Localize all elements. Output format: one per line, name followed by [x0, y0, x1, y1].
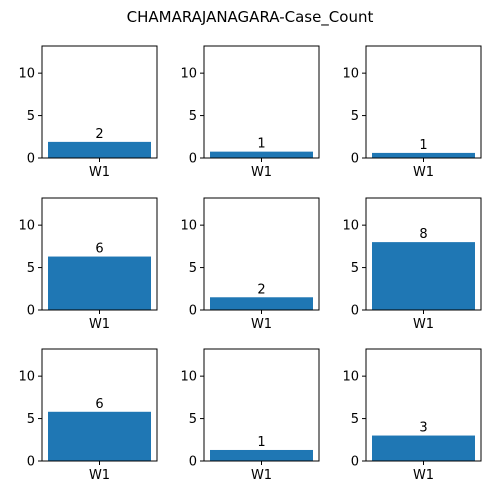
y-tick-label: 5 [189, 261, 197, 276]
bar [210, 297, 313, 310]
data-label: 3 [419, 421, 427, 436]
y-tick-label: 0 [351, 304, 359, 319]
data-label: 8 [419, 227, 427, 242]
y-tick-label: 10 [18, 67, 35, 82]
bar [48, 411, 151, 461]
subplot-7: 0 5 10 W1 6 [18, 348, 158, 483]
y-tick-label: 0 [189, 455, 197, 470]
data-label: 2 [95, 127, 103, 142]
x-tick-label: W1 [251, 317, 272, 332]
y-tick-label: 0 [27, 304, 35, 319]
y-tick-label: 0 [27, 152, 35, 167]
y-tick-label: 10 [342, 219, 359, 234]
subplot-1: 0 5 10 W1 2 [18, 45, 158, 180]
y-tick-label: 0 [189, 152, 197, 167]
y-tick-label: 5 [27, 261, 35, 276]
x-tick-label: W1 [413, 165, 434, 180]
y-tick-label: 5 [189, 109, 197, 124]
y-tick-label: 10 [342, 370, 359, 385]
bar [372, 242, 475, 310]
y-tick-label: 10 [180, 219, 197, 234]
subplot-6: 0 5 10 W1 8 [342, 197, 482, 332]
y-tick-label: 10 [180, 370, 197, 385]
x-tick-label: W1 [251, 468, 272, 483]
y-tick-label: 0 [351, 455, 359, 470]
x-tick-label: W1 [89, 317, 110, 332]
x-tick-label: W1 [251, 165, 272, 180]
y-tick-label: 5 [27, 412, 35, 427]
bar [210, 151, 313, 158]
y-tick-label: 10 [18, 370, 35, 385]
y-tick-label: 5 [351, 261, 359, 276]
subplot-3: 0 5 10 W1 1 [342, 45, 482, 180]
bar [48, 256, 151, 310]
y-tick-label: 10 [342, 67, 359, 82]
subplot-2: 0 5 10 W1 1 [180, 45, 320, 180]
y-tick-label: 5 [27, 109, 35, 124]
data-label: 1 [257, 435, 265, 450]
y-tick-label: 0 [189, 304, 197, 319]
x-tick-label: W1 [413, 468, 434, 483]
y-tick-label: 5 [189, 412, 197, 427]
y-tick-label: 10 [18, 219, 35, 234]
x-tick-label: W1 [413, 317, 434, 332]
subplot-5: 0 5 10 W1 2 [180, 197, 320, 332]
y-tick-label: 10 [180, 67, 197, 82]
y-tick-label: 5 [351, 412, 359, 427]
bar [210, 449, 313, 461]
data-label: 6 [95, 397, 103, 412]
data-label: 6 [95, 242, 103, 257]
x-tick-label: W1 [89, 165, 110, 180]
subplot-9: 0 5 10 W1 3 [342, 348, 482, 483]
x-tick-label: W1 [89, 468, 110, 483]
subplot-grid: 0510W120510W110510W110510W160510W120510W… [18, 45, 482, 483]
chart-title: CHAMARAJANAGARA-Case_Count [127, 8, 374, 27]
bar [372, 152, 475, 158]
data-label: 1 [257, 137, 265, 152]
bar [48, 141, 151, 158]
data-label: 2 [257, 282, 265, 297]
bar [372, 435, 475, 461]
y-tick-label: 5 [351, 109, 359, 124]
subplot-4: 0 5 10 W1 6 [18, 197, 158, 332]
subplot-8: 0 5 10 W1 1 [180, 348, 320, 483]
y-tick-label: 0 [351, 152, 359, 167]
y-tick-label: 0 [27, 455, 35, 470]
data-label: 1 [419, 138, 427, 153]
